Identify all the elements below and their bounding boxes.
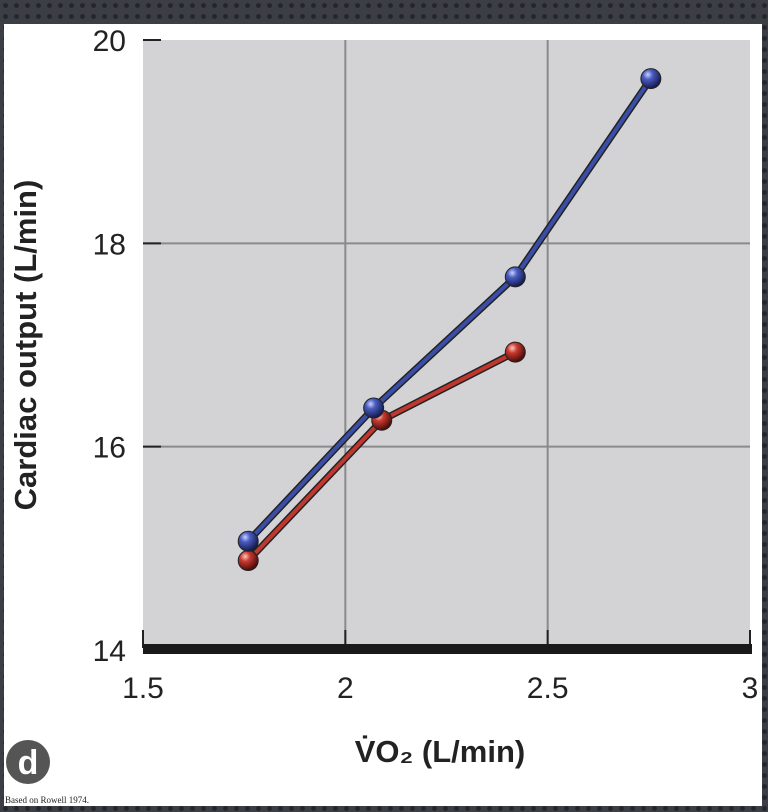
y-axis-label: Cardiac output (L/min) bbox=[8, 180, 43, 511]
panel-label: d bbox=[18, 744, 39, 782]
x-tick-label: 1.5 bbox=[122, 672, 164, 705]
y-tick-label: 16 bbox=[93, 432, 126, 465]
data-point bbox=[504, 266, 526, 288]
x-axis-label: V̇O₂ (L/min) bbox=[355, 734, 526, 769]
series-line bbox=[246, 77, 653, 543]
source-note: Based on Rowell 1974. bbox=[5, 795, 89, 805]
data-point bbox=[504, 341, 526, 363]
x-tick-label: 3 bbox=[742, 672, 759, 705]
data-point bbox=[363, 397, 385, 419]
panel-label-badge bbox=[6, 740, 50, 784]
x-tick-label: 2 bbox=[337, 672, 354, 705]
y-tick-label: 20 bbox=[93, 25, 126, 58]
y-tick-label: 14 bbox=[93, 635, 126, 668]
x-tick-label: 2.5 bbox=[527, 672, 569, 705]
data-point bbox=[640, 68, 662, 90]
x-axis-bar bbox=[143, 644, 752, 654]
data-point bbox=[237, 530, 259, 552]
data-point bbox=[237, 550, 259, 572]
y-tick-label: 18 bbox=[93, 228, 126, 261]
